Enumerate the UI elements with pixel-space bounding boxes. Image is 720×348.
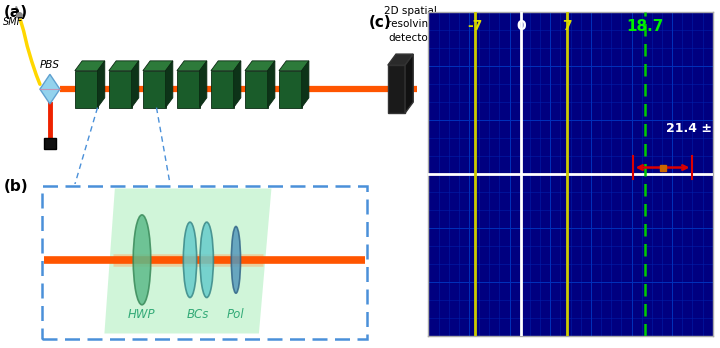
Polygon shape <box>143 61 173 71</box>
Ellipse shape <box>200 222 213 298</box>
Text: 0: 0 <box>516 19 526 33</box>
Polygon shape <box>109 61 139 71</box>
Polygon shape <box>388 54 413 65</box>
Polygon shape <box>268 61 275 108</box>
Polygon shape <box>245 71 268 108</box>
Polygon shape <box>75 71 97 108</box>
Text: 2D spatial
resolving
detector: 2D spatial resolving detector <box>384 6 437 42</box>
Text: Pol: Pol <box>227 308 245 321</box>
Polygon shape <box>388 65 405 113</box>
Text: SMF: SMF <box>3 17 23 26</box>
Polygon shape <box>245 61 275 71</box>
Text: BCs: BCs <box>187 308 210 321</box>
Polygon shape <box>177 61 207 71</box>
Polygon shape <box>143 71 166 108</box>
Polygon shape <box>211 71 233 108</box>
Text: (b): (b) <box>4 179 28 193</box>
Polygon shape <box>40 74 60 104</box>
Ellipse shape <box>231 227 240 293</box>
Bar <box>44 138 55 149</box>
Polygon shape <box>104 189 271 333</box>
Polygon shape <box>211 61 241 71</box>
Text: 7: 7 <box>562 19 572 33</box>
Polygon shape <box>166 61 173 108</box>
Polygon shape <box>109 71 132 108</box>
Ellipse shape <box>133 215 150 305</box>
Text: 21.4 ± 4.5: 21.4 ± 4.5 <box>666 122 720 135</box>
Polygon shape <box>132 61 139 108</box>
Polygon shape <box>177 71 199 108</box>
Text: (c): (c) <box>369 15 392 30</box>
Text: -7: -7 <box>467 19 482 33</box>
FancyBboxPatch shape <box>42 185 367 339</box>
Polygon shape <box>279 61 309 71</box>
Text: 18.7: 18.7 <box>626 19 663 34</box>
Text: HWP: HWP <box>128 308 156 321</box>
Polygon shape <box>75 61 105 71</box>
Polygon shape <box>233 61 241 108</box>
Polygon shape <box>279 71 302 108</box>
Ellipse shape <box>184 222 197 298</box>
Polygon shape <box>199 61 207 108</box>
Polygon shape <box>97 61 105 108</box>
Text: PBS: PBS <box>40 60 60 70</box>
Text: (a): (a) <box>4 5 28 20</box>
Polygon shape <box>405 54 413 113</box>
Polygon shape <box>302 61 309 108</box>
